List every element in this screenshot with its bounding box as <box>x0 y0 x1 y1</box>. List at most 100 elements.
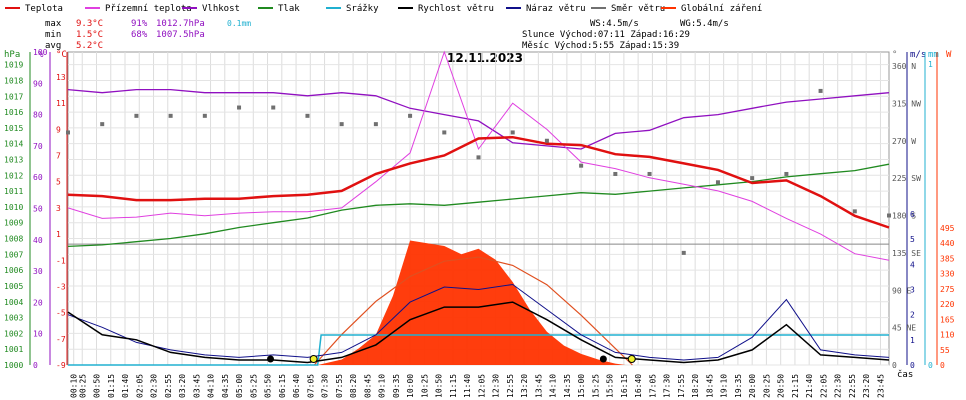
time-tick-label: 04:35 <box>221 374 230 398</box>
wind-direction-point <box>510 130 515 135</box>
time-tick-label: 12:30 <box>492 374 501 398</box>
wind-direction-point <box>579 163 584 168</box>
legend-label: Srážky <box>346 4 379 14</box>
hpa-tick-label: 1013 <box>4 155 23 164</box>
wind-direction-point <box>613 171 618 176</box>
stats-max-rain: 0.1mm <box>227 19 251 28</box>
time-tick-label: 19:10 <box>720 374 729 398</box>
time-tick-label: 10:25 <box>420 374 429 398</box>
info-block: WS:4.5m/s WG:5.4m/s Slunce Východ:07:11 … <box>522 19 729 51</box>
wind-direction-point <box>237 105 242 110</box>
legend: Teplota Přízemní teplota Vlhkost Tlak Srážky… <box>5 4 762 14</box>
time-tick-label: 02:55 <box>164 374 173 398</box>
degc-tick-label: 9 <box>56 125 61 134</box>
pct-tick-label: 70 <box>33 142 43 151</box>
time-tick-label: 00:10 <box>70 374 79 398</box>
hpa-tick-label: 1006 <box>4 266 23 275</box>
info-ws: WS:4.5m/s <box>590 19 639 29</box>
pct-tick-label: 0 <box>33 361 38 370</box>
w-tick-label: 385 <box>940 254 955 263</box>
pct-tick-label: 40 <box>33 236 43 245</box>
wind-direction-point <box>66 130 70 135</box>
series-marks <box>66 50 891 366</box>
pct-tick-label: 10 <box>33 330 43 339</box>
time-tick-label: 06:15 <box>278 374 287 398</box>
time-tick-label: 07:30 <box>321 374 330 398</box>
stats-max-label: max <box>45 19 62 29</box>
time-tick-label: 16:40 <box>634 374 643 398</box>
w-tick-label: 110 <box>940 331 955 340</box>
time-tick-label: 09:10 <box>378 374 387 398</box>
series-wind-speed <box>67 301 890 364</box>
hpa-tick-label: 1009 <box>4 219 23 228</box>
stats-avg-label: avg <box>45 41 61 51</box>
time-tick-label: 14:35 <box>563 374 572 398</box>
time-tick-label: 13:20 <box>520 374 529 398</box>
axis-unit-w: W <box>946 50 952 60</box>
hpa-tick-label: 1004 <box>4 298 23 307</box>
time-tick-label: 09:35 <box>392 374 401 398</box>
hpa-tick-label: 1011 <box>4 187 23 196</box>
w-tick-label: 330 <box>940 270 955 279</box>
wind-direction-point <box>681 250 686 255</box>
wind-direction-point <box>784 171 789 176</box>
ms-tick-label: 2 <box>910 311 915 320</box>
time-tick-label: 20:00 <box>748 374 757 398</box>
moonrise-marker <box>267 355 275 363</box>
time-tick-label: 13:45 <box>534 374 543 398</box>
stats-max-temp: 9.3°C <box>76 19 103 29</box>
time-tick-label: 04:10 <box>207 374 216 398</box>
sunset-marker <box>627 355 636 363</box>
wind-direction-point <box>442 130 447 135</box>
degc-tick-label: -7 <box>56 335 66 344</box>
time-tick-label: 05:50 <box>264 374 273 398</box>
wind-direction-point <box>647 171 652 176</box>
wind-direction-point <box>271 105 276 110</box>
hpa-tick-label: 1002 <box>4 329 23 338</box>
time-tick-label: 05:25 <box>249 374 258 398</box>
time-tick-label: 11:15 <box>449 374 458 398</box>
dir-tick-label: 270 W <box>892 137 916 146</box>
hpa-tick-label: 1018 <box>4 76 23 85</box>
hpa-tick-label: 1016 <box>4 108 23 117</box>
hpa-tick-label: 1001 <box>4 345 23 354</box>
hpa-tick-label: 1007 <box>4 250 23 259</box>
hpa-tick-label: 1012 <box>4 171 23 180</box>
wind-direction-point <box>750 176 755 181</box>
time-tick-label: 01:40 <box>121 374 130 398</box>
dir-tick-label: 225 SW <box>892 174 921 183</box>
w-tick-label: 495 <box>940 224 955 233</box>
hpa-tick-label: 1010 <box>4 203 23 212</box>
mm-tick-label: 1 <box>928 60 933 69</box>
stats-min-press: 1007.5hPa <box>156 30 205 40</box>
time-tick-label: 15:00 <box>577 374 586 398</box>
pct-tick-label: 60 <box>33 173 43 182</box>
wind-direction-point <box>134 113 139 118</box>
stats-max-press: 1012.7hPa <box>156 19 205 29</box>
w-tick-label: 440 <box>940 239 955 248</box>
time-tick-label: 21:40 <box>805 374 814 398</box>
time-tick-label: 20:25 <box>762 374 771 398</box>
pct-tick-label: 30 <box>33 267 43 276</box>
pct-tick-label: 20 <box>33 298 43 307</box>
time-tick-label: 01:15 <box>107 374 116 398</box>
ms-tick-label: 1 <box>910 336 915 345</box>
hpa-tick-label: 1003 <box>4 314 23 323</box>
time-tick-label: 15:25 <box>591 374 600 398</box>
legend-label: Rychlost větru <box>418 4 494 14</box>
wind-direction-point <box>202 113 207 118</box>
dir-tick-label: 45 NE <box>892 324 916 333</box>
wind-direction-point <box>373 122 378 127</box>
pct-tick-label: 50 <box>33 205 43 214</box>
time-tick-label: 12:05 <box>477 374 486 398</box>
legend-label: Vlhkost <box>202 4 240 14</box>
wind-direction-point <box>887 213 891 218</box>
time-tick-label: 18:45 <box>705 374 714 398</box>
wind-direction-point <box>168 113 173 118</box>
dir-tick-label: 360 N <box>892 62 916 71</box>
sunrise-marker <box>309 355 318 363</box>
wind-direction-point <box>408 113 413 118</box>
ms-tick-label: 0 <box>910 361 915 370</box>
legend-label: Směr větru <box>611 4 665 14</box>
